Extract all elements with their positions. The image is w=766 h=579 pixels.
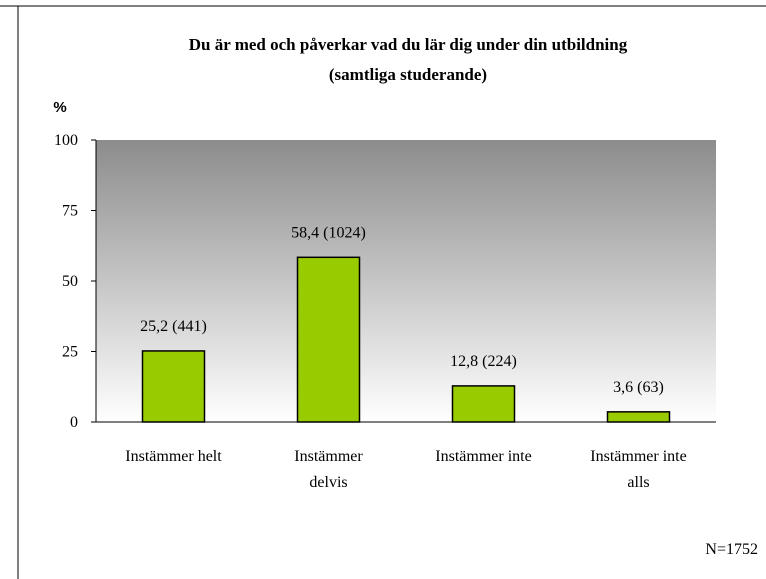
x-tick-label: Instämmer delvis <box>294 448 363 491</box>
data-label: 12,8 (224) <box>450 353 517 370</box>
x-tick-label: Instämmer helt <box>125 448 222 465</box>
bar <box>606 411 671 423</box>
y-tick-label: 75 <box>62 203 78 220</box>
x-tick-label: Instämmer inte <box>435 448 532 465</box>
y-tick-label: 0 <box>70 414 78 431</box>
y-tick-label: 50 <box>62 273 78 290</box>
bar <box>141 350 206 423</box>
bar <box>296 256 361 423</box>
data-label: 25,2 (441) <box>140 318 207 335</box>
y-tick-label: 25 <box>62 344 78 361</box>
data-label: 58,4 (1024) <box>291 224 366 241</box>
y-axis-label: % <box>53 99 66 116</box>
data-label: 3,6 (63) <box>613 379 664 396</box>
annotation: N=1752 <box>705 541 758 558</box>
x-tick-label: Instämmer inte alls <box>590 448 687 491</box>
chart-subtitle: (samtliga studerande) <box>329 65 487 84</box>
y-tick-label: 100 <box>54 132 78 149</box>
bar <box>451 385 516 423</box>
chart-title: Du är med och påverkar vad du lär dig un… <box>189 35 628 54</box>
